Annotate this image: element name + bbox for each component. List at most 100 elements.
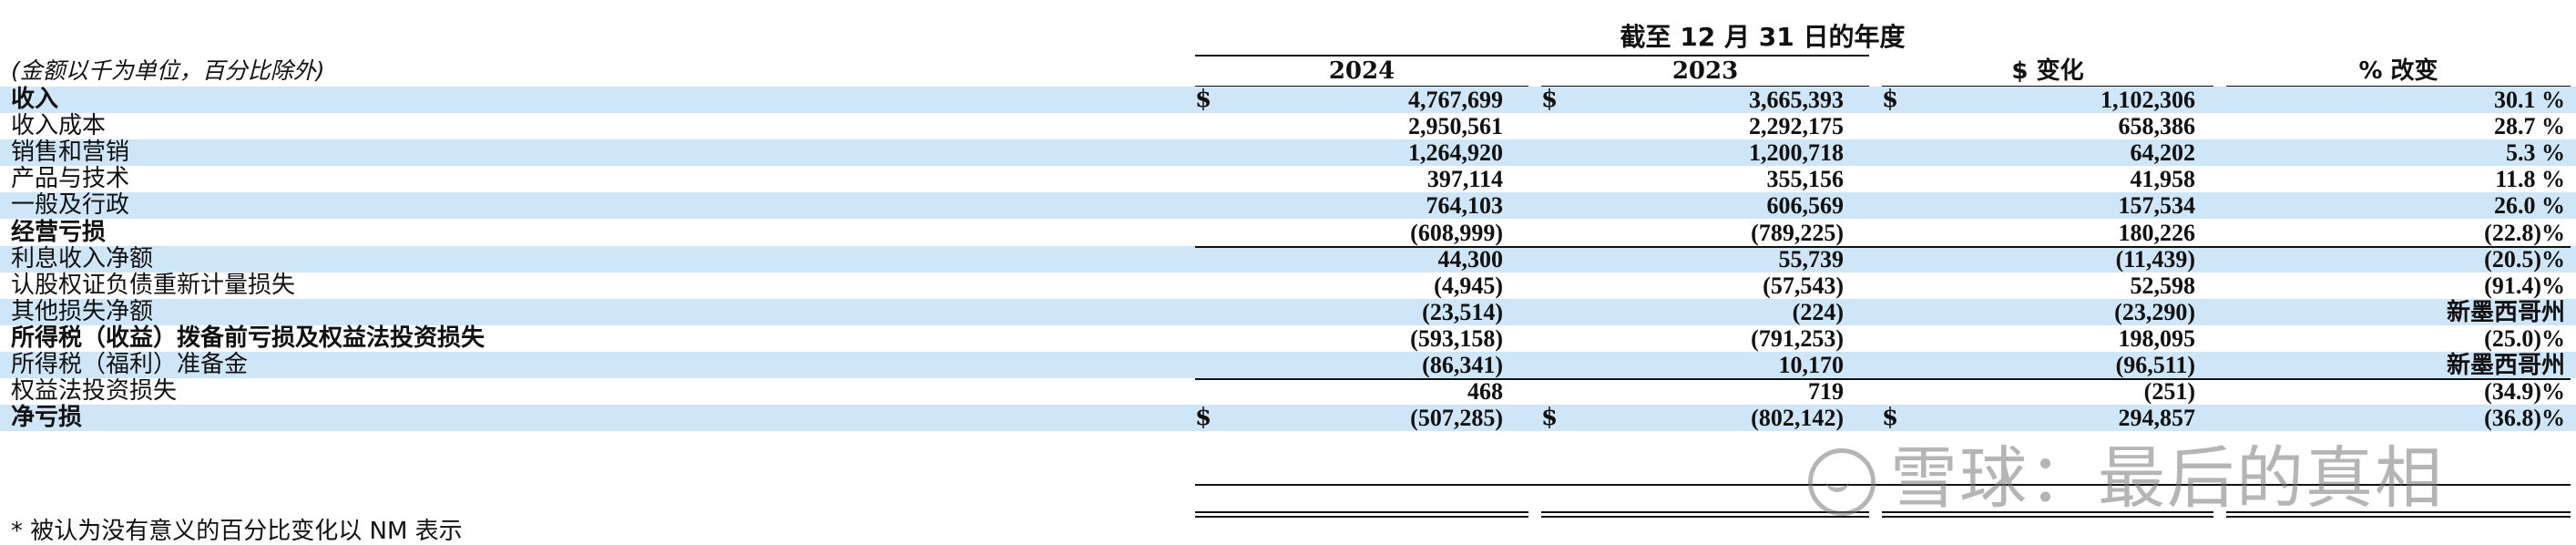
footnote: * 被认为没有意义的百分比变化以 NM 表示 [11,518,463,545]
value-2024: 4,767,699 [1408,87,1503,113]
net-loss-double-rule-2023 [1541,511,1869,518]
value-2023: 55,739 [1778,245,1845,272]
value-2024: 397,114 [1426,166,1503,193]
value-percent-change: 5.3 % [2506,139,2565,167]
currency-symbol: $ [1882,404,1899,432]
value-2023: 1,200,718 [1749,139,1844,167]
column-header-dollar-change: $ 变化 [1882,57,2213,87]
value-2023: 606,569 [1766,192,1845,220]
table-row: 销售和营销 1,264,920 1,200,718 64,202 5.3 % [0,139,2576,167]
currency-symbol: $ [1541,86,1559,113]
table-row: 利息收入净额 44,300 55,739 (11,439) (20.5)% [0,244,2576,272]
row-label: 认股权证负债重新计量损失 [11,271,296,299]
value-dollar-change: (23,290) [2114,298,2195,325]
pretax-loss-rule [1195,378,2571,380]
value-2023: (789,225) [1751,219,1844,246]
currency-symbol: $ [1195,86,1212,113]
value-dollar-change: 198,095 [2118,324,2196,352]
value-2024: (593,158) [1410,324,1503,352]
snowball-logo-icon [1808,448,1876,517]
table-row: 所得税（收益）拨备前亏损及权益法投资损失 (593,158) (791,253) 19… [0,324,2576,352]
table-row: 其他损失净额 (23,514) (224) (23,290) 新墨西哥州 [0,297,2576,325]
value-dollar-change: (251) [2143,378,2195,406]
value-2024: (4,945) [1434,272,1503,299]
value-dollar-change: 52,598 [2130,272,2196,299]
table-row: 经营亏损 (608,999) (789,225) 180,226 (22.8)% [0,218,2576,246]
row-label: 权益法投资损失 [11,377,178,406]
row-label: 所得税（收益）拨备前亏损及权益法投资损失 [11,324,486,352]
value-percent-change: (25.0)% [2484,324,2565,352]
value-dollar-change: 41,958 [2130,166,2196,193]
value-2024: 44,300 [1437,245,1504,272]
amount-unit-note: (金额以千为单位，百分比除外) [11,57,325,84]
watermark: 雪球：最后的真相 [1808,437,2444,519]
value-dollar-change: 658,386 [2118,113,2196,140]
operating-loss-rule [1195,246,2571,248]
row-label: 收入 [11,86,59,113]
value-2023: 3,665,393 [1749,87,1844,113]
row-label: 经营亏损 [11,218,107,246]
value-2023: 10,170 [1778,352,1845,378]
value-2024: (86,341) [1422,352,1503,378]
value-percent-change: (91.4)% [2484,272,2565,299]
net-loss-double-rule-percent [2226,511,2571,518]
value-percent-change: 11.8 % [2495,166,2565,193]
row-label: 销售和营销 [11,139,130,167]
value-percent-change: (20.5)% [2484,245,2565,272]
value-percent-change: 26.0 % [2494,192,2565,220]
row-label: 净亏损 [11,404,83,432]
value-percent-change: 30.1 % [2494,87,2565,113]
value-2024: (23,514) [1422,298,1503,325]
value-dollar-change: (96,511) [2115,352,2195,378]
value-2024: (608,999) [1410,219,1503,246]
value-2023: (224) [1792,298,1844,325]
table-row: 所得税（福利）准备金 (86,341) 10,170 (96,511) 新墨西哥州 [0,352,2576,378]
value-percent-change: (22.8)% [2484,219,2565,246]
table-row: 收入 $ $ $4,767,699 3,665,393 1,102,306 30.1 % [0,87,2576,113]
column-header-percent-change: % 改变 [2226,57,2571,87]
value-2024: 468 [1467,378,1503,406]
value-percent-change: (34.9)% [2484,378,2565,406]
net-loss-double-rule-2024 [1195,511,1528,518]
watermark-text: 雪球：最后的真相 [1890,439,2444,518]
value-2023: (57,543) [1763,272,1844,299]
period-header-rule [1195,55,1869,57]
value-dollar-change: 180,226 [2118,219,2196,246]
value-dollar-change: 157,534 [2118,192,2196,220]
net-loss-rule [1195,484,2571,486]
table-row: 产品与技术 397,114 355,156 41,958 11.8 % [0,165,2576,193]
value-percent-change: 新墨西哥州 [2446,298,2565,325]
currency-symbol: $ [1195,404,1212,432]
value-2024: 1,264,920 [1408,139,1503,167]
currency-symbol: $ [1541,404,1559,432]
table-row: 一般及行政 764,103 606,569 157,534 26.0 % [0,191,2576,220]
row-label: 一般及行政 [11,191,130,220]
value-percent-change: (36.8)% [2484,405,2565,432]
column-header-2023: 2023 [1541,57,1869,87]
value-dollar-change: 64,202 [2130,139,2196,167]
value-dollar-change: 294,857 [2118,405,2196,432]
value-dollar-change: (11,439) [2115,245,2195,272]
value-2023: 2,292,175 [1749,113,1844,140]
value-2024: 2,950,561 [1408,113,1503,140]
value-percent-change: 新墨西哥州 [2446,352,2565,378]
row-label: 所得税（福利）准备金 [11,351,249,378]
row-label: 产品与技术 [11,165,130,193]
row-label: 收入成本 [11,112,107,140]
net-loss-double-rule-change [1882,511,2213,518]
value-2023: 355,156 [1766,166,1845,193]
table-row: 权益法投资损失 468 719 (251) (34.9)% [0,377,2576,406]
row-label: 其他损失净额 [11,297,154,325]
value-2024: (507,285) [1410,405,1503,432]
value-percent-change: 28.7 % [2494,113,2565,140]
column-header-2024: 2024 [1195,57,1528,87]
period-header: 截至 12 月 31 日的年度 [1620,22,1906,52]
row-label: 利息收入净额 [11,244,154,272]
value-2023: 719 [1808,378,1844,406]
table-row: 净亏损 $ $ $ (507,285) (802,142) 294,857 (36.8)% [0,404,2576,432]
value-2024: 764,103 [1426,192,1504,220]
value-2023: (791,253) [1751,324,1844,352]
table-row: 认股权证负债重新计量损失 (4,945) (57,543) 52,598 (91.4)% [0,272,2576,299]
table-row: 收入成本 2,950,561 2,292,175 658,386 28.7 % [0,112,2576,140]
value-dollar-change: 1,102,306 [2101,87,2195,113]
